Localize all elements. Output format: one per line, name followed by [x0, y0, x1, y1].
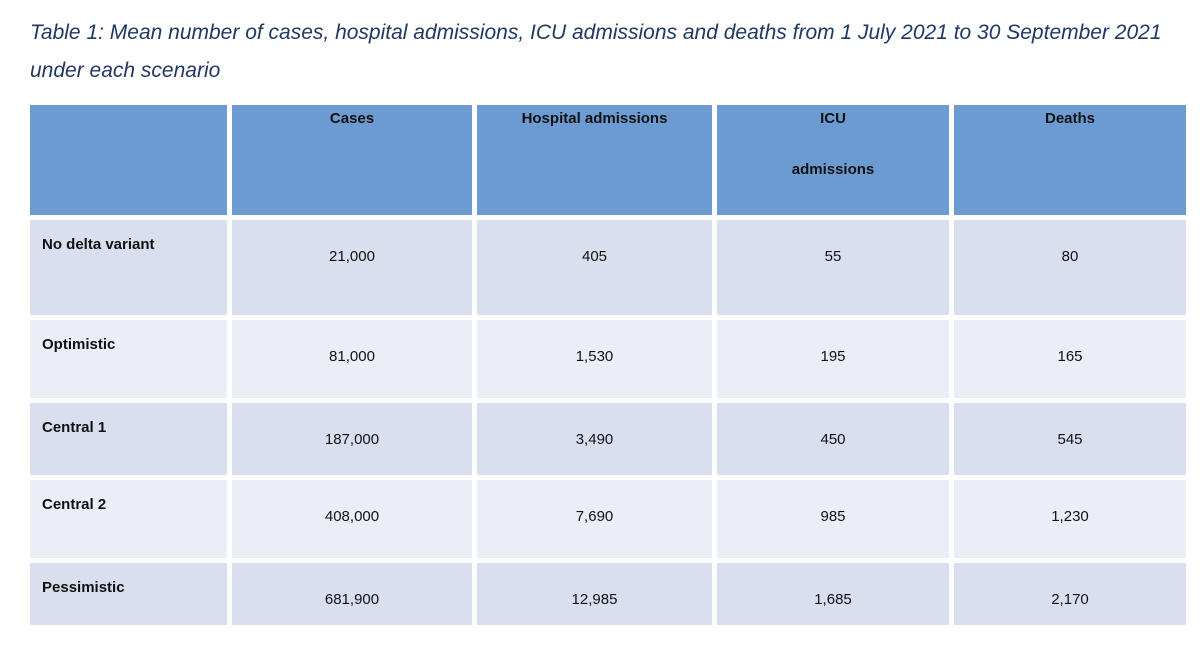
cell-hospital-admissions: 12,985 [477, 563, 712, 625]
cell-deaths: 545 [954, 403, 1186, 475]
cell-hospital-admissions: 3,490 [477, 403, 712, 475]
table-row-central-2: Central 2 408,000 7,690 985 1,230 [30, 480, 1186, 558]
cell-cases: 81,000 [232, 320, 472, 398]
header-cell-deaths: Deaths [954, 105, 1186, 215]
table-row-central-1: Central 1 187,000 3,490 450 545 [30, 403, 1186, 475]
header-cell-empty [30, 105, 227, 215]
cell-icu-admissions: 985 [717, 480, 949, 558]
cell-hospital-admissions: 1,530 [477, 320, 712, 398]
table-header-row: Cases Hospital admissions ICU admissions… [30, 105, 1186, 215]
header-cell-hospital-admissions: Hospital admissions [477, 105, 712, 215]
cell-deaths: 165 [954, 320, 1186, 398]
scenario-table: Cases Hospital admissions ICU admissions… [25, 100, 1191, 630]
cell-hospital-admissions: 405 [477, 220, 712, 315]
document-page: Table 1: Mean number of cases, hospital … [0, 14, 1200, 667]
cell-cases: 408,000 [232, 480, 472, 558]
cell-deaths: 80 [954, 220, 1186, 315]
table-row-pessimistic: Pessimistic 681,900 12,985 1,685 2,170 [30, 563, 1186, 625]
cell-icu-admissions: 1,685 [717, 563, 949, 625]
cell-icu-admissions: 450 [717, 403, 949, 475]
cell-cases: 187,000 [232, 403, 472, 475]
cell-hospital-admissions: 7,690 [477, 480, 712, 558]
cell-deaths: 2,170 [954, 563, 1186, 625]
cell-cases: 681,900 [232, 563, 472, 625]
cell-deaths: 1,230 [954, 480, 1186, 558]
cell-icu-admissions: 55 [717, 220, 949, 315]
row-label: Central 1 [30, 403, 227, 475]
cell-icu-admissions: 195 [717, 320, 949, 398]
row-label: Optimistic [30, 320, 227, 398]
header-cell-icu-admissions: ICU admissions [717, 105, 949, 215]
row-label: No delta variant [30, 220, 227, 315]
table-caption: Table 1: Mean number of cases, hospital … [30, 21, 1162, 82]
header-cell-cases: Cases [232, 105, 472, 215]
row-label: Central 2 [30, 480, 227, 558]
table-row-optimistic: Optimistic 81,000 1,530 195 165 [30, 320, 1186, 398]
table-row-no-delta-variant: No delta variant 21,000 405 55 80 [30, 220, 1186, 315]
row-label: Pessimistic [30, 563, 227, 625]
cell-cases: 21,000 [232, 220, 472, 315]
